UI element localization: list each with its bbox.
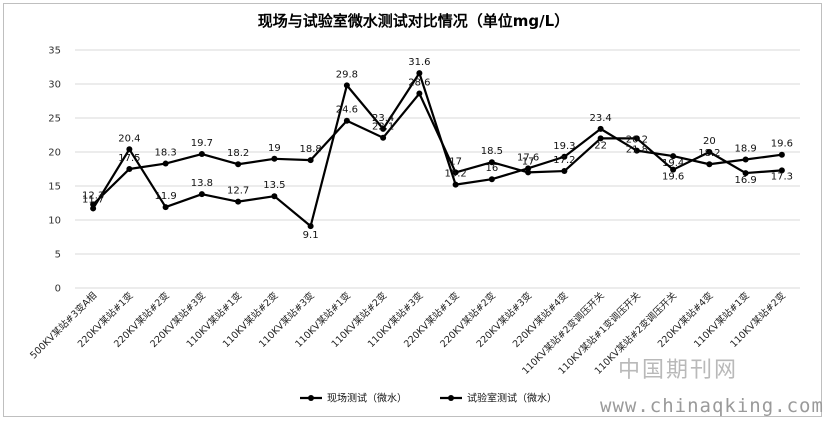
data-label: 31.6 — [408, 57, 430, 68]
data-point — [525, 165, 532, 172]
data-point — [488, 159, 495, 166]
data-point — [307, 223, 314, 230]
data-label: 18.3 — [154, 148, 176, 159]
data-point — [380, 134, 387, 141]
data-point — [343, 117, 350, 124]
data-point — [706, 149, 713, 155]
chart-frame — [3, 3, 822, 417]
data-point — [198, 151, 205, 158]
data-label: 19.6 — [662, 172, 684, 183]
data-label: 17 — [522, 156, 535, 167]
data-label: 23.4 — [372, 113, 394, 124]
data-point — [271, 155, 278, 162]
data-label: 18.8 — [299, 144, 321, 155]
data-point — [90, 205, 97, 212]
data-point — [488, 176, 495, 183]
data-label: 17.2 — [553, 155, 575, 166]
data-point — [126, 166, 133, 172]
data-label: 18.2 — [698, 148, 720, 159]
data-label: 13.8 — [191, 178, 213, 189]
data-point — [380, 125, 387, 132]
data-label: 19.4 — [662, 158, 684, 169]
data-label: 18.5 — [481, 146, 503, 157]
data-label: 11.7 — [82, 194, 104, 205]
data-point — [198, 191, 205, 198]
data-label: 22 — [594, 140, 607, 151]
data-label: 11.9 — [154, 191, 176, 202]
data-point — [235, 161, 242, 168]
data-label: 19.6 — [771, 139, 793, 150]
legend-marker — [448, 395, 454, 401]
data-label: 19.3 — [553, 141, 575, 152]
y-tick-label: 0 — [55, 284, 61, 295]
data-point — [235, 198, 242, 205]
data-point — [162, 204, 169, 211]
data-label: 12.3 — [82, 190, 104, 201]
data-label: 16.9 — [734, 175, 756, 186]
data-point — [271, 193, 278, 200]
y-tick-label: 30 — [48, 80, 61, 91]
data-point — [452, 169, 459, 176]
data-point — [597, 135, 604, 142]
data-label: 16 — [486, 163, 499, 174]
x-tick-label: 500KV某站#3变A相 — [28, 290, 100, 362]
data-point — [561, 153, 568, 160]
data-label: 12.7 — [227, 186, 249, 197]
data-point — [633, 135, 640, 142]
data-label: 21.8 — [626, 144, 648, 155]
data-label: 20 — [703, 136, 716, 147]
series-line-1 — [92, 92, 782, 206]
data-point — [597, 125, 604, 132]
data-label: 17.5 — [118, 153, 140, 164]
data-point — [416, 90, 423, 97]
data-point — [742, 156, 749, 163]
data-point — [670, 153, 677, 160]
data-label: 22.1 — [372, 122, 394, 133]
data-label: 23.4 — [589, 113, 611, 124]
legend-label: 试验室测试（微水） — [467, 392, 557, 405]
data-label: 17.6 — [517, 152, 539, 163]
data-point — [162, 160, 169, 167]
chart-title: 现场与试验室微水测试对比情况（单位mg/L） — [257, 12, 570, 30]
data-point — [416, 70, 423, 77]
data-point — [670, 166, 677, 173]
data-label: 18.2 — [227, 148, 249, 159]
data-label: 19.7 — [191, 138, 213, 149]
data-label: 17 — [449, 156, 462, 167]
data-label: 20.4 — [118, 133, 140, 144]
data-label: 29.8 — [336, 69, 358, 80]
series-line-2 — [92, 72, 783, 228]
watermark-chinese: 中国期刊网 — [618, 358, 739, 383]
y-tick-label: 15 — [48, 182, 61, 193]
data-point — [706, 161, 713, 168]
data-label: 9.1 — [303, 230, 319, 241]
data-label: 15.2 — [444, 169, 466, 180]
data-label: 28.6 — [408, 78, 430, 89]
data-point — [126, 146, 133, 153]
watermark-url: www.chinaqking.com — [600, 395, 824, 417]
data-label: 18.9 — [734, 143, 756, 154]
legend-marker — [308, 395, 314, 401]
data-point — [778, 167, 785, 174]
y-tick-label: 5 — [55, 250, 61, 261]
legend-label: 现场测试（微水） — [327, 392, 407, 405]
y-tick-label: 35 — [48, 46, 61, 57]
data-point — [778, 151, 785, 158]
data-point — [452, 181, 459, 188]
data-label: 24.6 — [336, 105, 358, 116]
data-point — [633, 147, 640, 154]
data-point — [561, 168, 568, 175]
data-label: 20.2 — [626, 135, 648, 146]
data-label: 13.5 — [263, 180, 285, 191]
y-tick-label: 10 — [48, 216, 61, 227]
data-point — [307, 157, 314, 164]
data-label: 17.3 — [771, 171, 793, 182]
y-tick-label: 25 — [48, 114, 61, 125]
y-tick-label: 20 — [48, 148, 61, 159]
data-point — [343, 82, 350, 89]
data-label: 19 — [268, 143, 281, 154]
data-point — [742, 170, 749, 177]
